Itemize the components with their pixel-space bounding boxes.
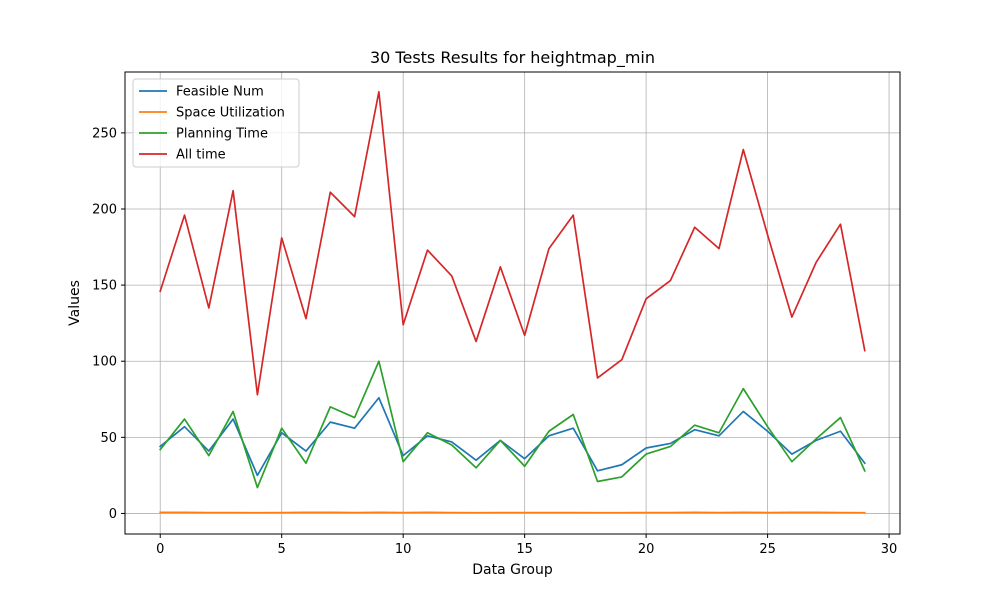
x-tick-label: 15: [516, 542, 533, 557]
legend-label-feasible-num: Feasible Num: [176, 85, 264, 100]
y-tick-label: 150: [92, 279, 117, 294]
legend-box: [132, 78, 300, 168]
x-tick-label: 0: [156, 542, 164, 557]
legend: Feasible Num Space Utilization Planning Ti…: [132, 78, 300, 168]
legend-label-planning-time: Planning Time: [176, 127, 268, 142]
x-tick-label: 30: [881, 542, 898, 557]
x-tick-label: 20: [638, 542, 655, 557]
axis-ticks: 0 5 10 15 20 25 30 0 50 100 150 200 250: [92, 126, 897, 557]
y-tick-label: 50: [100, 431, 117, 446]
legend-label-all-time: All time: [176, 148, 226, 163]
y-axis-label: Values: [67, 280, 83, 326]
y-tick-label: 200: [92, 203, 117, 218]
series-line-all-time: [159, 90, 866, 396]
x-axis-label: Data Group: [472, 562, 553, 578]
x-tick-label: 5: [278, 542, 286, 557]
y-tick-label: 250: [92, 126, 117, 141]
legend-label-space-utilization: Space Utilization: [176, 106, 285, 121]
series-line-planning-time: [159, 360, 866, 489]
x-tick-label: 25: [759, 542, 776, 557]
y-tick-label: 0: [109, 507, 117, 522]
x-tick-label: 10: [395, 542, 412, 557]
plot-area-frame: [124, 71, 901, 535]
series-lines: [159, 90, 866, 514]
chart-title: 30 Tests Results for heightmap_min: [370, 48, 655, 68]
y-tick-label: 100: [92, 355, 117, 370]
